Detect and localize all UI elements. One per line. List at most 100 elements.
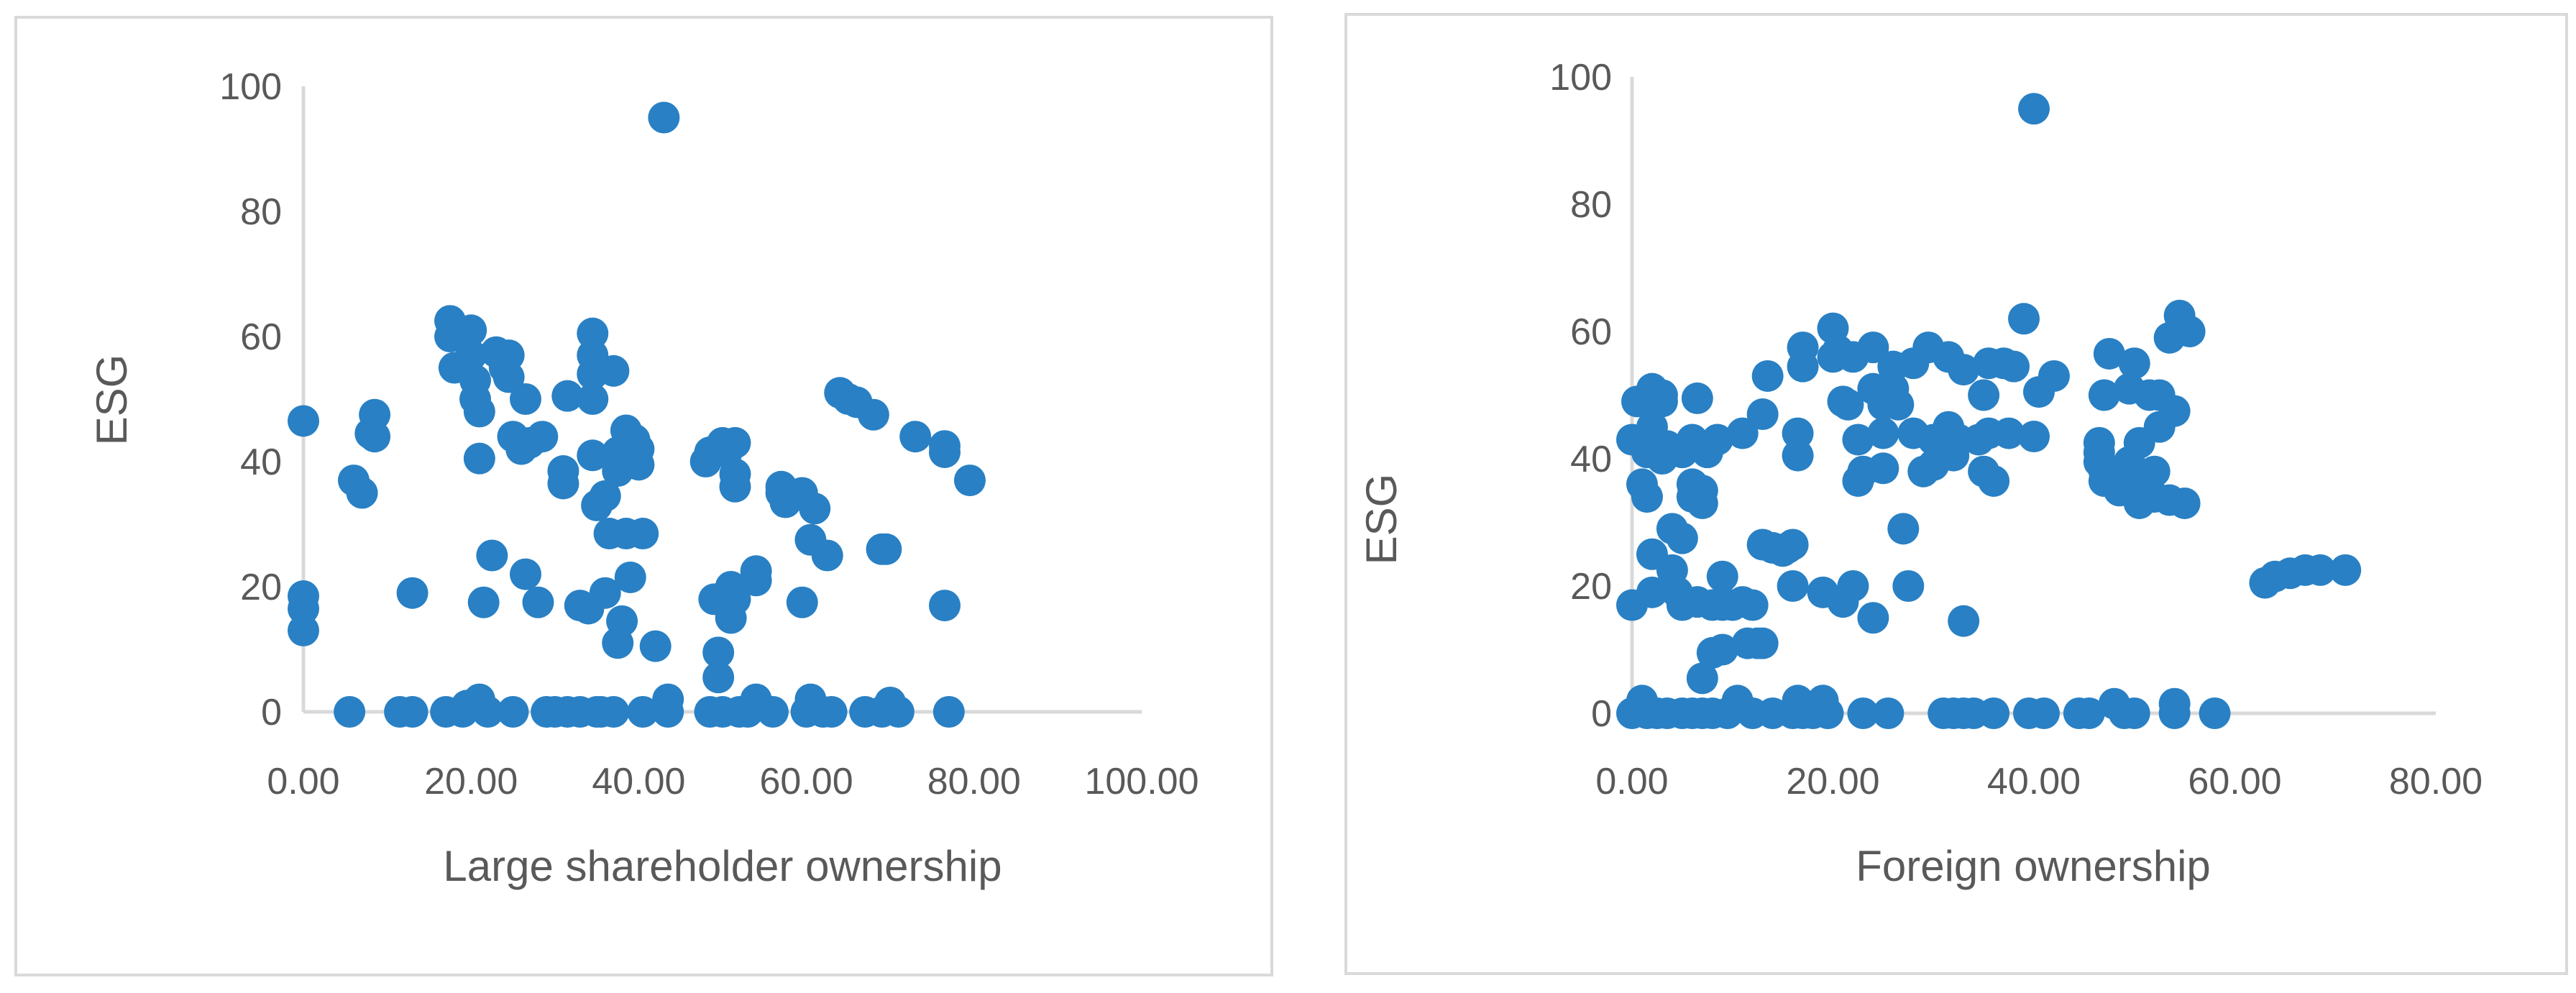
scatter-point — [509, 558, 541, 590]
data-points — [288, 101, 986, 728]
scatter-point — [597, 696, 630, 728]
scatter-point — [756, 696, 789, 728]
scatter-point — [2158, 697, 2191, 729]
x-tick-labels: 0.00 20.00 40.00 60.00 80.00 100.00 — [267, 761, 1198, 802]
x-axis-title: Large shareholder ownership — [443, 842, 1001, 890]
scatter-point — [1726, 417, 1759, 449]
chart-panel-large-shareholder: 0 20 40 60 80 100 0.00 20.00 40.00 60.00 80.00 100… — [14, 16, 1273, 976]
scatter-point — [857, 398, 889, 431]
scatter-point — [334, 696, 366, 728]
scatter-point — [1706, 560, 1738, 592]
scatter-point — [639, 630, 671, 662]
scatter-point — [577, 317, 609, 349]
scatter-point — [1636, 576, 1668, 608]
scatter-point — [288, 614, 319, 646]
chart-frame — [14, 16, 1273, 976]
scatter-point — [932, 696, 965, 728]
x-tick-label: 60.00 — [2188, 761, 2281, 802]
scatter-point — [577, 383, 609, 415]
y-tick-label: 80 — [1570, 184, 1612, 226]
scatter-point — [1777, 570, 1809, 602]
scatter-point — [652, 683, 684, 715]
scatter-point — [1887, 513, 1920, 545]
chart-frame — [1344, 13, 2568, 975]
x-tick-label: 40.00 — [1987, 761, 2081, 802]
x-tick-label: 100.00 — [1084, 761, 1198, 802]
scatter-point — [1872, 697, 1905, 729]
y-tick-label: 100 — [219, 66, 282, 108]
scatter-point — [359, 421, 391, 453]
scatter-point — [2168, 487, 2201, 519]
scatter-point — [899, 421, 932, 453]
x-tick-label: 60.00 — [760, 761, 853, 802]
scatter-point — [2118, 347, 2150, 380]
scatter-point — [2008, 303, 2040, 335]
scatter-point — [1978, 697, 2010, 729]
x-tick-label: 20.00 — [424, 761, 518, 802]
scatter-point — [1746, 627, 1779, 659]
scatter-point — [1666, 522, 1698, 554]
scatter-point — [577, 439, 609, 472]
scatter-point — [815, 696, 848, 728]
scatter-point — [589, 577, 621, 609]
y-tick-label: 40 — [240, 441, 282, 483]
x-tick-label: 20.00 — [1786, 761, 1879, 802]
scatter-point — [597, 354, 630, 387]
scatter-point — [614, 561, 646, 593]
scatter-point — [1686, 487, 1718, 519]
scatter-point — [1993, 417, 2025, 449]
scatter-point — [476, 539, 508, 572]
scatter-point — [1782, 417, 1814, 449]
scatter-point — [740, 555, 772, 587]
scatter-point — [509, 383, 541, 415]
x-tick-label: 80.00 — [927, 761, 1021, 802]
scatter-point — [1631, 481, 1663, 513]
scatter-point — [463, 442, 495, 475]
y-tick-label: 0 — [1591, 693, 1612, 735]
scatter-chart-foreign-ownership: 0 20 40 60 80 100 0.00 20.00 40.00 60.00 80.00 ES… — [1344, 13, 2568, 975]
scatter-point — [2073, 697, 2105, 729]
scatter-point — [1646, 385, 1678, 418]
scatter-point — [2158, 395, 2191, 427]
scatter-point — [1832, 388, 1864, 421]
y-tick-label: 100 — [1549, 57, 1612, 99]
scatter-point — [1837, 570, 1869, 602]
y-tick-labels: 0 20 40 60 80 100 — [1549, 57, 1612, 735]
scatter-point — [1842, 424, 1874, 456]
scatter-point — [1978, 465, 2010, 497]
scatter-point — [1847, 697, 1879, 729]
chart-panel-foreign-ownership: 0 20 40 60 80 100 0.00 20.00 40.00 60.00 80.00 ES… — [1288, 0, 2576, 993]
x-axis-title: Foreign ownership — [1856, 842, 2211, 890]
scatter-point — [1812, 697, 1844, 729]
x-tick-label: 0.00 — [1595, 761, 1668, 802]
y-tick-label: 20 — [1570, 566, 1612, 608]
scatter-point — [547, 467, 579, 500]
scatter-point — [2199, 697, 2231, 729]
scatter-point — [928, 590, 961, 622]
scatter-point — [2304, 554, 2337, 586]
scatter-point — [526, 421, 559, 453]
scatter-point — [2138, 455, 2171, 488]
scatter-point — [1681, 382, 1713, 414]
scatter-point — [799, 493, 831, 525]
scatter-point — [1948, 354, 1980, 386]
scatter-point — [1948, 605, 1980, 637]
scatter-point — [2018, 421, 2050, 453]
scatter-point — [467, 586, 500, 618]
y-tick-label: 40 — [1570, 439, 1612, 480]
scatter-point — [1746, 398, 1779, 431]
data-points — [1616, 93, 2362, 729]
scatter-point — [702, 662, 735, 694]
scatter-point — [1686, 662, 1718, 695]
scatter-point — [2329, 554, 2362, 586]
scatter-point — [953, 465, 986, 497]
scatter-point — [623, 433, 655, 465]
scatter-point — [2118, 697, 2150, 729]
scatter-point — [811, 539, 843, 572]
scatter-point — [786, 586, 818, 618]
scatter-point — [359, 398, 391, 431]
scatter-point — [870, 533, 902, 565]
y-tick-label: 20 — [240, 567, 282, 608]
x-tick-label: 0.00 — [267, 761, 339, 802]
scatter-point — [882, 696, 915, 728]
